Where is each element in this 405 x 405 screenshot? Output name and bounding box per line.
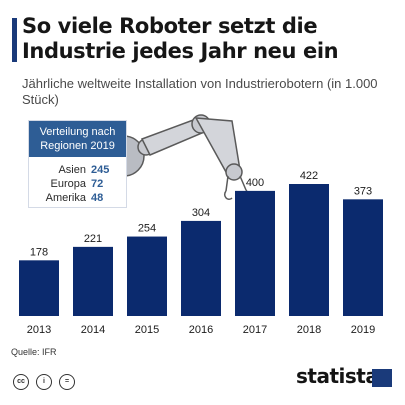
statista-logo-mark-icon: [372, 369, 392, 387]
legend-value: 245: [91, 164, 110, 176]
value-label-2015: 254: [138, 223, 156, 235]
bar-2019: [343, 199, 383, 316]
legend-label: Europa: [50, 178, 86, 190]
legend-label: Asien: [58, 164, 86, 176]
page-title: So viele Roboter setzt die Industrie jed…: [22, 14, 339, 63]
legend-row-amerika: Amerika 48: [29, 191, 126, 205]
robot-arm-illustration: [119, 114, 249, 201]
value-label-2013: 178: [30, 246, 48, 258]
bar-2013: [19, 260, 59, 316]
legend-row-asien: Asien 245: [29, 163, 126, 177]
legend-label: Amerika: [45, 192, 86, 204]
x-tick-label-2019: 2019: [351, 324, 375, 336]
x-tick-label-2017: 2017: [243, 324, 267, 336]
attribution-icon[interactable]: i: [36, 374, 52, 390]
title-accent-bar: [12, 18, 17, 62]
bar-2017: [235, 190, 275, 316]
statista-logo[interactable]: statista: [296, 364, 379, 388]
bar-2018: [289, 184, 329, 316]
legend-row-europa: Europa 72: [29, 177, 126, 191]
legend-value: 48: [91, 192, 104, 204]
x-tick-labels-group: 2013 2014 2015 2016 2017 2018 2019: [27, 324, 375, 336]
no-derivatives-icon[interactable]: =: [59, 374, 75, 390]
source-note: Quelle: IFR: [11, 347, 57, 357]
value-label-2016: 304: [192, 207, 210, 219]
bars-group: [19, 184, 383, 316]
bar-2015: [127, 236, 167, 316]
x-tick-label-2013: 2013: [27, 324, 51, 336]
x-tick-label-2015: 2015: [135, 324, 159, 336]
value-label-2019: 373: [354, 185, 372, 197]
x-tick-label-2014: 2014: [81, 324, 105, 336]
legend-value: 72: [91, 178, 104, 190]
region-legend-box: Verteilung nach Regionen 2019 Asien 245 …: [28, 120, 127, 208]
value-label-2014: 221: [84, 233, 102, 245]
value-label-2018: 422: [300, 170, 318, 182]
bar-2014: [73, 246, 113, 316]
page-subtitle: Jährliche weltweite Installation von Ind…: [22, 76, 378, 107]
x-tick-label-2018: 2018: [297, 324, 321, 336]
bar-2016: [181, 220, 221, 316]
value-label-2017: 400: [246, 177, 264, 189]
region-legend-title: Verteilung nach Regionen 2019: [29, 121, 126, 157]
value-labels-group: 178 221 254 304 400 422 373: [30, 170, 372, 258]
creative-commons-icon[interactable]: cc: [13, 374, 29, 390]
x-tick-label-2016: 2016: [189, 324, 213, 336]
